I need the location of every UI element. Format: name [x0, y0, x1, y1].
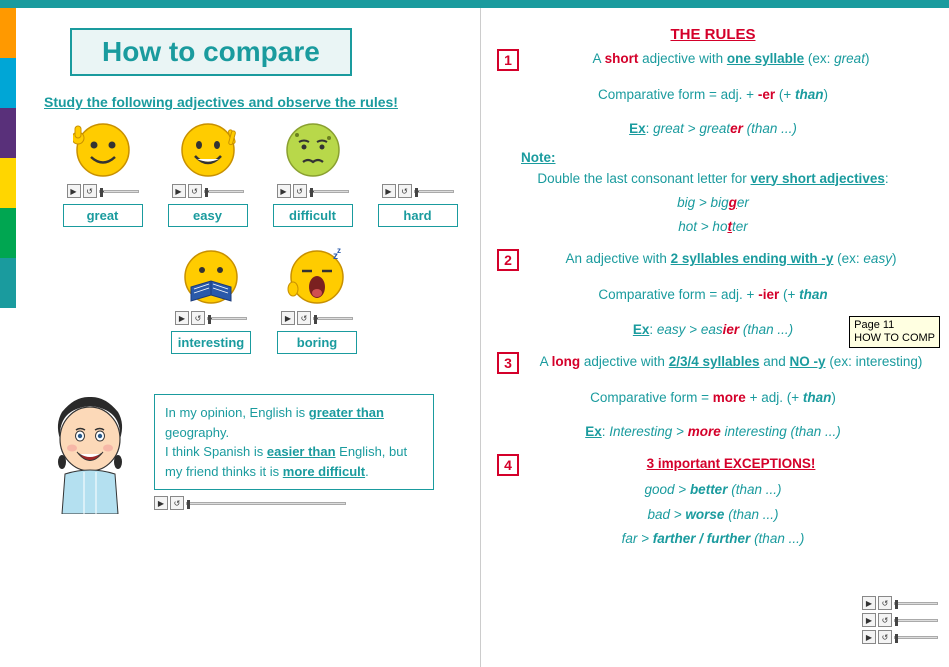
play-icon[interactable]: ▶	[154, 496, 168, 510]
adj-cell-boring: z z ▶↺ boring	[264, 247, 370, 354]
rule-number: 2	[497, 249, 519, 271]
rule-number: 1	[497, 49, 519, 71]
example-row: In my opinion, English is greater than g…	[40, 394, 470, 514]
audio-control[interactable]: ▶↺	[155, 184, 260, 198]
adj-label: easy	[168, 204, 248, 227]
play-icon[interactable]: ▶	[862, 630, 876, 644]
audio-control[interactable]: ▶↺	[862, 596, 938, 610]
reload-icon[interactable]: ↺	[188, 184, 202, 198]
sick-face-icon	[283, 120, 343, 180]
play-icon[interactable]: ▶	[67, 184, 81, 198]
audio-control[interactable]: ▶↺	[260, 184, 365, 198]
side-audio-controls: ▶↺ ▶↺ ▶↺	[862, 596, 938, 647]
audio-control[interactable]: ▶↺	[862, 613, 938, 627]
speech-box: In my opinion, English is greater than g…	[154, 394, 434, 490]
reload-icon[interactable]: ↺	[878, 613, 892, 627]
play-icon[interactable]: ▶	[382, 184, 396, 198]
rule-number: 3	[497, 352, 519, 374]
page-tooltip: Page 11 HOW TO COMP	[849, 316, 940, 348]
adj-row-1: ▶↺great ▶↺easy ▶↺difficult ▶↺hard	[50, 120, 470, 227]
rule-3: 3 A long adjective with 2/3/4 syllables …	[491, 352, 935, 443]
rules-title: THE RULES	[491, 26, 935, 43]
rule-4: 4 3 important EXCEPTIONS! good > better …	[491, 454, 935, 549]
book-face-icon	[181, 247, 241, 307]
adj-cell-easy: ▶↺ easy	[155, 120, 260, 227]
adj-row-2: ▶↺interesting z z ▶↺boring	[158, 247, 470, 354]
rule-number: 4	[497, 454, 519, 476]
top-border	[0, 0, 949, 8]
adj-label: interesting	[171, 331, 251, 354]
reload-icon[interactable]: ↺	[398, 184, 412, 198]
audio-track[interactable]	[207, 317, 247, 320]
rule-1: 1 A short adjective with one syllable (e…	[491, 49, 935, 237]
page-title: How to compare	[70, 28, 352, 76]
audio-track[interactable]	[204, 190, 244, 193]
subtitle: Study the following adjectives and obser…	[44, 94, 470, 110]
svg-text:z: z	[337, 247, 341, 255]
reload-icon[interactable]: ↺	[878, 630, 892, 644]
audio-track[interactable]	[414, 190, 454, 193]
audio-track[interactable]	[99, 190, 139, 193]
page-spread: How to compare Study the following adjec…	[20, 8, 949, 667]
adj-label: hard	[378, 204, 458, 227]
play-icon[interactable]: ▶	[862, 596, 876, 610]
audio-control[interactable]: ▶↺	[365, 184, 470, 198]
note-label: Note:	[491, 150, 935, 165]
reload-icon[interactable]: ↺	[191, 311, 205, 325]
play-icon[interactable]: ▶	[862, 613, 876, 627]
play-icon[interactable]: ▶	[175, 311, 189, 325]
audio-control[interactable]: ▶↺	[50, 184, 155, 198]
adj-label: difficult	[273, 204, 353, 227]
reload-icon[interactable]: ↺	[170, 496, 184, 510]
play-icon[interactable]: ▶	[172, 184, 186, 198]
adj-cell-great: ▶↺ great	[50, 120, 155, 227]
adj-cell-difficult: ▶↺ difficult	[260, 120, 365, 227]
audio-track[interactable]	[313, 317, 353, 320]
audio-track[interactable]	[186, 502, 346, 505]
audio-control[interactable]: ▶↺	[862, 630, 938, 644]
audio-control[interactable]: ▶↺	[264, 311, 370, 325]
reload-icon[interactable]: ↺	[293, 184, 307, 198]
audio-control[interactable]: ▶↺	[158, 311, 264, 325]
adj-cell-hard: ▶↺ hard	[365, 120, 470, 227]
thumbs-face-icon	[73, 120, 133, 180]
reload-icon[interactable]: ↺	[83, 184, 97, 198]
peace-face-icon	[178, 120, 238, 180]
left-page: How to compare Study the following adjec…	[20, 8, 480, 667]
adj-label: great	[63, 204, 143, 227]
girl-avatar	[40, 394, 140, 514]
speech-audio[interactable]: ▶ ↺	[154, 496, 434, 510]
adj-label: boring	[277, 331, 357, 354]
play-icon[interactable]: ▶	[281, 311, 295, 325]
reload-icon[interactable]: ↺	[297, 311, 311, 325]
right-page: THE RULES 1 A short adjective with one s…	[480, 8, 940, 667]
adj-cell-interesting: ▶↺ interesting	[158, 247, 264, 354]
reload-icon[interactable]: ↺	[878, 596, 892, 610]
play-icon[interactable]: ▶	[277, 184, 291, 198]
audio-track[interactable]	[309, 190, 349, 193]
yawn-face-icon: z z	[287, 247, 347, 307]
left-color-tabs	[0, 8, 16, 308]
